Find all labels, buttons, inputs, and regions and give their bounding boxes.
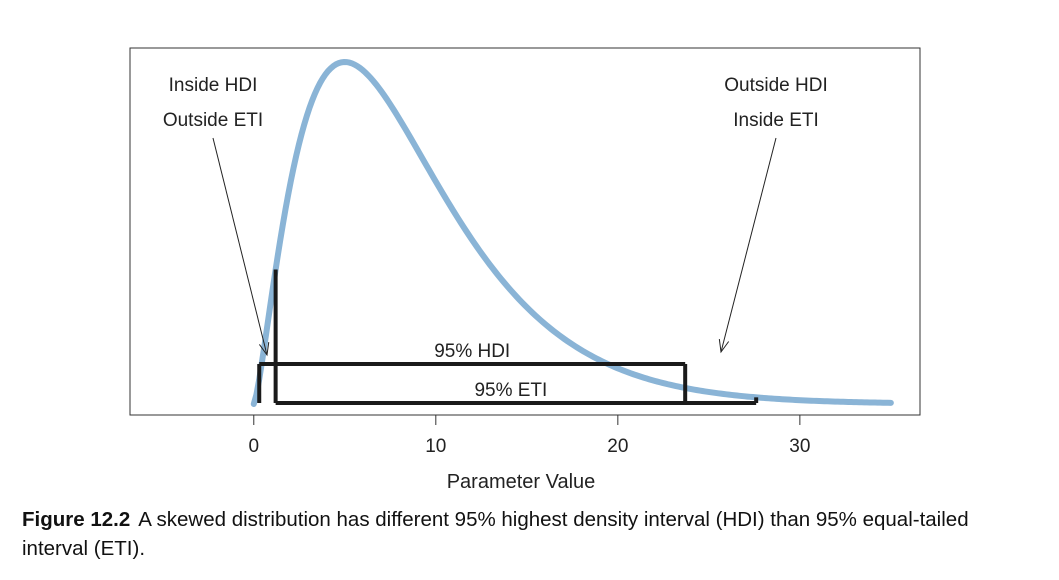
density-curve	[250, 59, 894, 407]
annotation-text: Outside ETI	[163, 110, 263, 131]
x-axis-ticks	[253, 415, 801, 425]
interval-95-eti: 95% ETI	[273, 269, 759, 405]
x-tick-label: 30	[789, 436, 810, 457]
annotation-arrow-head	[258, 342, 270, 357]
interval-95-hdi: 95% HDI	[257, 341, 688, 403]
interval-label: 95% HDI	[434, 341, 510, 362]
annotation-text: Inside HDI	[169, 75, 258, 96]
x-tick-label: 0	[248, 436, 259, 457]
annotation-text: Inside ETI	[733, 110, 819, 131]
x-axis-title: Parameter Value	[447, 471, 596, 493]
interval-label: 95% ETI	[474, 380, 547, 401]
figure-caption: Figure 12.2 A skewed distribution has dif…	[22, 505, 1037, 563]
annotation-arrow-head	[718, 339, 730, 354]
x-axis-tick-labels: 0 10 20 30	[248, 436, 810, 457]
interval-bars: 95% HDI 95% ETI	[257, 269, 759, 405]
x-tick-label: 10	[425, 436, 446, 457]
plot-frame	[129, 47, 921, 416]
annotation-arrow-line	[720, 137, 777, 353]
figure-caption-text: A skewed distribution has different 95% …	[22, 508, 969, 560]
annotations: Inside HDI Outside ETI Outside HDI Inside E…	[163, 75, 828, 357]
annotation-text: Outside HDI	[724, 75, 827, 96]
x-tick-label: 20	[607, 436, 628, 457]
annotation-1: Inside HDI Outside ETI	[163, 75, 270, 357]
annotation-2: Outside HDI Inside ETI	[718, 75, 828, 354]
figure-caption-label: Figure 12.2	[22, 508, 131, 531]
chart: 0 10 20 30 95% HDI 95% ETI Inside HDI Outside…	[129, 47, 921, 493]
annotation-arrow-line	[212, 137, 268, 356]
